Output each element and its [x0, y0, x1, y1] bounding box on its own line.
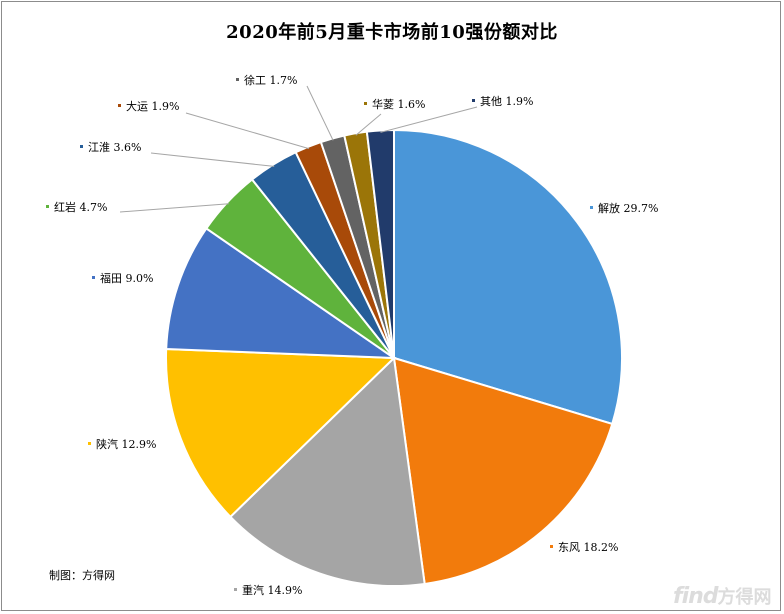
slice-qita [365, 128, 395, 359]
data-label: 红岩 4.7% [54, 200, 107, 214]
data-label: 徐工 1.7% [244, 73, 297, 87]
label-marker [92, 276, 95, 279]
chart-title: 2020年前5月重卡市场前10强份额对比 [226, 22, 558, 43]
leader-line [380, 106, 478, 133]
data-label: 陕汽 12.9% [96, 437, 156, 451]
data-label: 重汽 14.9% [242, 583, 302, 597]
slice-dongfeng [392, 356, 614, 586]
label-marker [234, 588, 237, 591]
label-marker [236, 78, 239, 81]
leader-line [119, 203, 229, 213]
slice-zhongqi [228, 355, 426, 587]
leader-line [185, 112, 310, 150]
data-label: 大运 1.9% [126, 99, 179, 113]
credit-text: 制图：方得网 [49, 569, 115, 582]
data-label: 福田 9.0% [100, 271, 153, 285]
leader-line [150, 152, 275, 167]
label-marker [550, 545, 553, 548]
label-marker [472, 99, 475, 102]
label-marker [364, 102, 367, 105]
data-label: 解放 29.7% [598, 201, 658, 215]
label-marker [590, 206, 593, 209]
label-marker [118, 104, 121, 107]
data-label: 华菱 1.6% [372, 97, 425, 111]
data-label: 其他 1.9% [480, 95, 533, 108]
slice-futian [165, 227, 398, 360]
data-label: 江淮 3.6% [88, 141, 141, 154]
label-marker [46, 205, 49, 208]
leader-line [355, 113, 382, 136]
label-marker [80, 145, 83, 148]
watermark-logo: find方得网 [673, 584, 772, 609]
leader-line [306, 85, 334, 141]
label-marker [88, 442, 91, 445]
data-label: 东风 18.2% [558, 541, 618, 554]
slice-shaanqi [165, 348, 397, 519]
slice-jiefang [393, 128, 623, 426]
